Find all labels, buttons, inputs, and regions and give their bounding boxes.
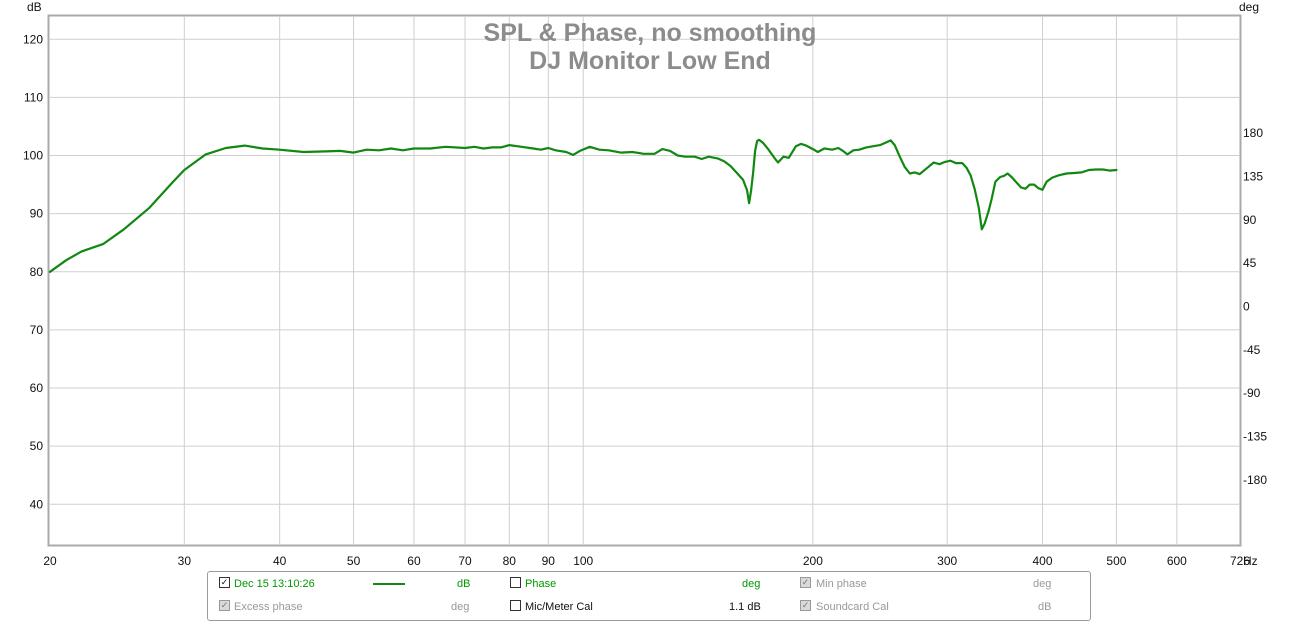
x-axis-unit: Hz (1243, 554, 1258, 568)
x-tick-label: 60 (407, 554, 421, 568)
y2-tick-label: -135 (1243, 430, 1267, 444)
y2-tick-label: 90 (1243, 213, 1257, 227)
y-tick-label: 80 (30, 265, 44, 279)
y-tick-label: 90 (30, 207, 44, 221)
x-tick-label: 300 (937, 554, 957, 568)
phase-checkbox[interactable] (510, 577, 521, 588)
y2-tick-label: 135 (1243, 169, 1263, 183)
y2-tick-label: 180 (1243, 126, 1263, 140)
y2-tick-label: -180 (1243, 473, 1267, 487)
y-tick-label: 60 (30, 381, 44, 395)
x-tick-label: 20 (43, 554, 57, 568)
mic-cal-label[interactable]: Mic/Meter Cal (525, 601, 593, 613)
x-tick-label: 200 (803, 554, 823, 568)
min-phase-label[interactable]: Min phase (816, 578, 867, 590)
x-tick-label: 70 (458, 554, 472, 568)
plot-frame (47, 14, 1242, 547)
x-tick-label: 600 (1167, 554, 1187, 568)
soundcard-cal-checkbox[interactable]: ✓ (800, 600, 811, 611)
soundcard-cal-unit: dB (1038, 601, 1052, 613)
measurement-line-swatch (373, 583, 405, 585)
y-ticks-right: -180 -135 -90 -45 0 45 90 135 180 (1243, 126, 1267, 487)
measurement-unit: dB (457, 578, 471, 590)
spl-series-line (48, 138, 1118, 273)
x-tick-label: 90 (542, 554, 556, 568)
y-tick-label: 40 (30, 497, 44, 511)
mic-cal-checkbox[interactable] (510, 600, 521, 611)
y-tick-label: 70 (30, 323, 44, 337)
legend-panel: ✓ Dec 15 13:10:26 dB Phase deg ✓ Min pha… (207, 571, 1091, 621)
y2-tick-label: 0 (1243, 300, 1250, 314)
x-ticks: 20 30 40 50 60 70 80 90 100 200 300 400 500 600 726 (43, 554, 1250, 568)
y-tick-label: 100 (23, 149, 43, 163)
x-tick-label: 80 (503, 554, 517, 568)
excess-phase-checkbox[interactable]: ✓ (219, 600, 230, 611)
y-ticks-left: 40 50 60 70 80 90 100 110 120 (23, 32, 43, 511)
phase-label[interactable]: Phase (525, 578, 557, 590)
chart-title: SPL & Phase, no smoothing (484, 19, 817, 47)
spl-phase-chart: SPL & Phase, no smoothing DJ Monitor Low… (23, 0, 1267, 568)
x-tick-label: 500 (1106, 554, 1126, 568)
min-phase-unit: deg (1033, 578, 1052, 590)
phase-unit: deg (742, 578, 761, 590)
measurement-label[interactable]: Dec 15 13:10:26 (234, 578, 315, 590)
measurement-checkbox[interactable]: ✓ (219, 577, 230, 588)
x-tick-label: 400 (1032, 554, 1052, 568)
x-tick-label: 50 (347, 554, 361, 568)
x-tick-label: 100 (573, 554, 593, 568)
x-tick-label: 40 (273, 554, 287, 568)
y2-tick-label: -90 (1243, 386, 1261, 400)
series-group (48, 138, 1118, 273)
min-phase-checkbox[interactable]: ✓ (800, 577, 811, 588)
y2-tick-label: -45 (1243, 343, 1261, 357)
y-tick-label: 50 (30, 439, 44, 453)
excess-phase-unit: deg (451, 601, 470, 613)
y-axis-label-left: dB (27, 0, 42, 14)
excess-phase-label[interactable]: Excess phase (234, 601, 303, 613)
x-tick-label: 726 (1230, 554, 1250, 568)
chart-subtitle: DJ Monitor Low End (529, 47, 771, 75)
y-tick-label: 110 (24, 90, 43, 104)
soundcard-cal-label[interactable]: Soundcard Cal (816, 601, 889, 613)
y-axis-label-right: deg (1239, 0, 1259, 14)
y-tick-label: 120 (23, 32, 43, 46)
grid-lines (50, 16, 1240, 545)
y2-tick-label: 45 (1243, 256, 1257, 270)
mic-cal-value: 1.1 dB (729, 601, 761, 613)
x-tick-label: 30 (178, 554, 192, 568)
